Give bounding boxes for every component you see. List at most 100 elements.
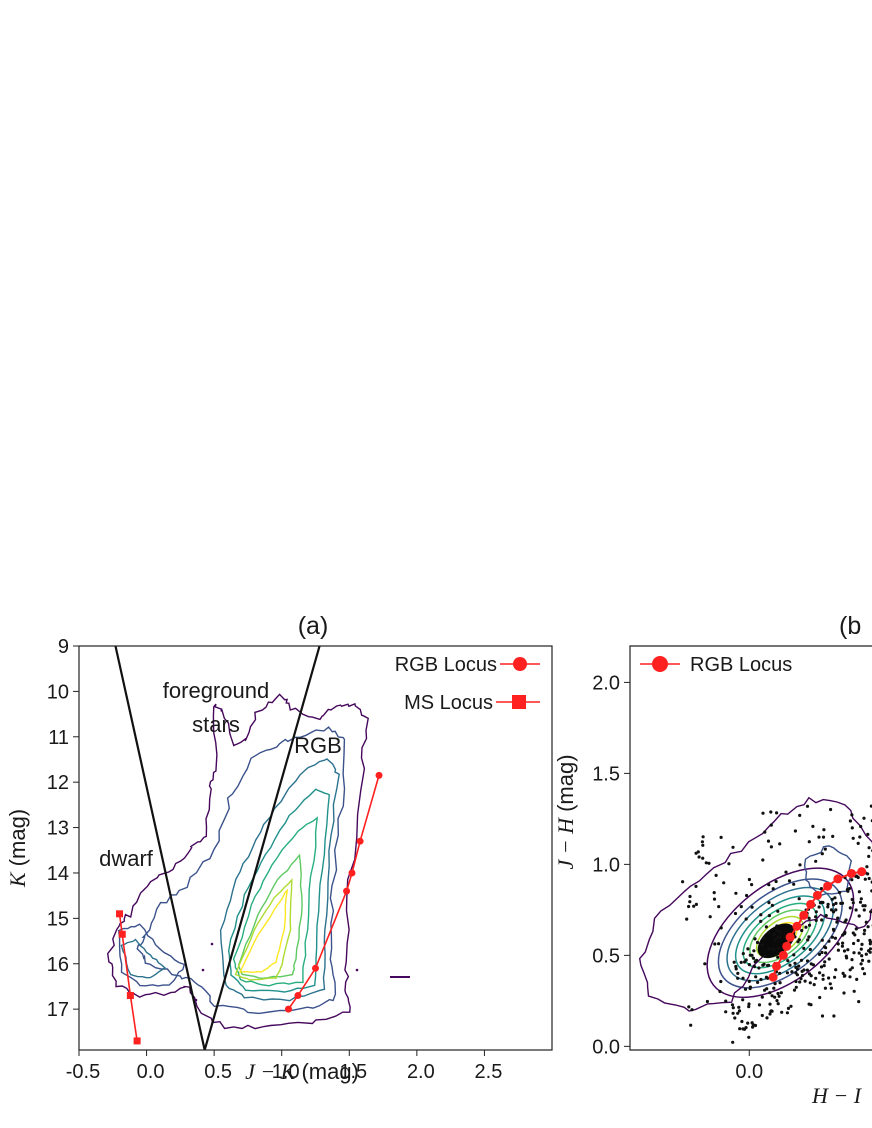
star-point	[836, 948, 841, 952]
star-point	[842, 991, 846, 995]
panel-b-x-ticks: 0.00.51.	[735, 1050, 763, 1083]
star-point	[750, 953, 754, 957]
star-point	[747, 1005, 751, 1009]
star-point	[747, 963, 752, 967]
legend-rgb-locus-label: RGB Locus	[395, 654, 497, 676]
star-point	[719, 835, 723, 840]
data-point	[356, 837, 364, 845]
panel-a-series	[116, 771, 383, 1045]
star-point	[820, 938, 824, 942]
star-point	[697, 855, 701, 859]
star-point	[744, 917, 748, 921]
star-point	[848, 975, 852, 979]
star-point	[868, 942, 872, 946]
star-point	[797, 964, 801, 968]
contour-level	[638, 796, 872, 1012]
star-point	[848, 906, 852, 910]
star-point	[850, 826, 854, 830]
star-point	[688, 894, 692, 899]
star-point	[746, 947, 750, 951]
star-point	[770, 994, 774, 998]
panel-a-density-contours	[106, 693, 410, 1030]
star-point	[802, 946, 806, 951]
star-point	[869, 910, 872, 914]
panel-b-x-axis-label: H − I	[811, 1083, 863, 1108]
data-point	[785, 932, 795, 942]
star-point	[701, 856, 705, 860]
star-point	[766, 976, 770, 980]
star-point	[821, 900, 825, 905]
star-point	[752, 949, 756, 953]
star-point	[795, 967, 800, 971]
star-point	[768, 1002, 772, 1006]
panel-a-title: (a)	[298, 612, 329, 640]
star-point	[731, 1006, 735, 1010]
star-point	[732, 960, 736, 964]
star-point	[827, 976, 831, 980]
annotation-stars: stars	[192, 712, 240, 737]
star-point	[794, 985, 798, 989]
panel-b-title: (b	[839, 612, 861, 640]
panel-a-y-tick-label: 11	[48, 727, 69, 749]
star-point	[738, 1027, 742, 1031]
star-point	[846, 948, 850, 952]
contour-level	[706, 867, 855, 999]
stray-point	[355, 968, 359, 972]
star-point	[828, 982, 832, 986]
star-point	[776, 909, 780, 913]
data-point	[833, 874, 843, 884]
star-point	[785, 971, 790, 975]
star-point	[807, 923, 812, 927]
star-point	[786, 1006, 791, 1011]
panel-a-x-axis-label: J − K (mag)	[245, 1059, 359, 1084]
star-point	[842, 949, 847, 953]
star-point	[777, 930, 782, 934]
panel-a-x-tick-label: 2.5	[475, 1061, 503, 1083]
star-point	[793, 961, 797, 965]
star-point	[745, 893, 749, 898]
star-point	[831, 910, 836, 914]
star-point	[832, 1014, 836, 1018]
star-point	[859, 962, 863, 966]
star-point	[827, 939, 831, 943]
panel-b-legend: RGB Locus	[640, 654, 792, 676]
star-point	[772, 947, 776, 951]
star-point	[864, 952, 868, 956]
star-point	[747, 1002, 751, 1006]
star-point	[808, 947, 812, 952]
panel-b-y-ticks: 0.0 0.5 1.0 1.5 2.0	[592, 672, 630, 1058]
star-point	[814, 918, 818, 923]
star-point	[756, 980, 760, 985]
star-point	[727, 862, 731, 866]
star-point	[766, 963, 770, 968]
star-point	[824, 946, 828, 950]
panel-a-y-tick-label: 12	[47, 772, 69, 794]
star-point	[694, 884, 698, 889]
star-point	[812, 983, 816, 987]
contour-level	[117, 923, 186, 987]
star-point	[731, 1011, 735, 1015]
star-point	[798, 863, 802, 867]
star-point	[807, 935, 811, 939]
star-point	[743, 987, 748, 991]
panel-a-divider-lines	[114, 646, 321, 1050]
star-point	[850, 897, 854, 902]
star-point	[806, 938, 810, 942]
star-point	[713, 942, 717, 946]
star-point	[754, 975, 758, 979]
star-point	[779, 991, 783, 995]
star-point	[687, 1005, 691, 1009]
star-point	[830, 935, 835, 939]
series-line	[118, 913, 138, 1042]
star-point	[777, 994, 781, 998]
panel-a-y-tick-label: 14	[47, 863, 69, 885]
star-point	[794, 979, 798, 984]
star-point	[795, 973, 800, 977]
star-point	[792, 882, 796, 886]
star-point	[760, 1013, 764, 1018]
star-point	[820, 950, 824, 955]
star-point	[834, 968, 838, 972]
panel-b-y-tick-label: 0.5	[592, 945, 620, 967]
star-point	[819, 965, 824, 969]
